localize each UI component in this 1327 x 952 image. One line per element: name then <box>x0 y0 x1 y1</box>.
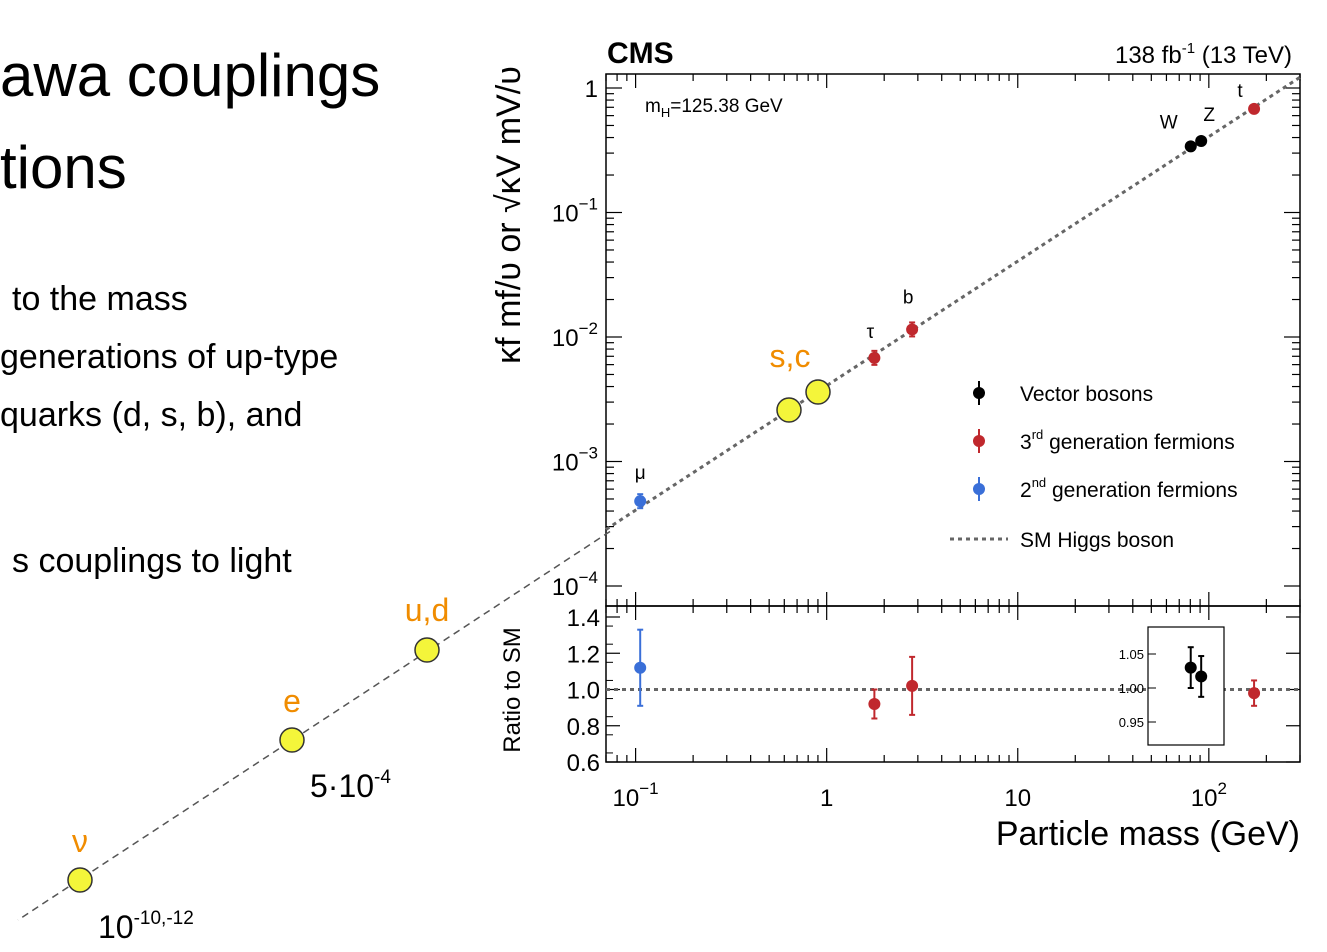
inset-tick-label: 1.05 <box>1119 647 1144 662</box>
data-point-τ <box>868 351 881 364</box>
ratio-tick-label: 0.6 <box>567 750 600 777</box>
legend-entry: 2nd generation fermions <box>1020 475 1238 502</box>
x-tick-label: 10−1 <box>613 779 659 812</box>
y-tick-label: 10−2 <box>552 319 598 352</box>
y-axis-title-text: κf mf/υ or √κV mV/υ <box>490 66 528 364</box>
ud-label: u,d <box>405 592 449 628</box>
x-tick-label: 10 <box>1004 785 1031 812</box>
slide-title-line-1: awa couplings <box>0 42 380 109</box>
y-tick-label: 10−4 <box>552 568 598 601</box>
axis-ticks <box>605 74 1301 763</box>
ratio-point-Z <box>1195 670 1208 683</box>
point-label-Z: Z <box>1203 105 1215 126</box>
experiment-label: CMS <box>607 37 674 70</box>
data-point-μ <box>634 495 647 508</box>
slide-title-line-2: tions <box>0 134 127 201</box>
extrapolation-line <box>17 530 611 921</box>
data-point-t <box>1248 102 1261 115</box>
body-line-4: s couplings to light <box>12 542 292 580</box>
e-value: 5·10-4 <box>310 767 391 804</box>
overlay-markers: s,c u,d e ν 5·10-4 10-10,-12 <box>67 338 831 945</box>
y-tick-label: 1 <box>585 76 598 103</box>
point-labels: W Zτ b t μ <box>635 81 1244 484</box>
data-point-W <box>1184 140 1197 153</box>
ratio-points <box>634 628 1261 720</box>
point-label-μ: μ <box>635 463 646 484</box>
main-plot-frame <box>605 73 1301 607</box>
ratio-tick-label: 1.4 <box>567 605 600 632</box>
ratio-axis-title: Ratio to SM <box>499 627 526 752</box>
e-label: e <box>283 683 301 719</box>
x-axis-title: Particle mass (GeV) <box>996 815 1300 853</box>
point-label-t: t <box>1237 81 1243 102</box>
ratio-point-t <box>1248 687 1261 700</box>
data-point-Z <box>1195 135 1208 148</box>
data-points <box>634 102 1261 510</box>
body-line-1: to the mass <box>12 280 188 318</box>
legend: Vector bosons 3rd generation fermions 2nd … <box>950 381 1238 552</box>
higgs-mass-annotation: mH=125.38 GeV <box>645 96 783 120</box>
ratio-tick-label: 1.0 <box>567 678 600 705</box>
overlay-marker <box>279 727 305 753</box>
y-tick-label: 10−3 <box>552 444 598 477</box>
body-line-3: quarks (d, s, b), and <box>0 396 302 434</box>
ratio-axis-title-text: Ratio to SM <box>499 627 526 752</box>
nu-label: ν <box>72 823 88 859</box>
overlay-marker <box>805 379 831 405</box>
point-label-W: W <box>1160 112 1178 133</box>
inset-tick-label: 0.95 <box>1119 715 1144 730</box>
ratio-point-τ <box>868 698 881 710</box>
ratio-point-b <box>906 679 919 692</box>
nu-value: 10-10,-12 <box>98 908 194 945</box>
legend-entry: Vector bosons <box>1020 383 1153 406</box>
y-tick-label: 10−1 <box>552 195 598 228</box>
ratio-point-W <box>1184 661 1197 674</box>
sm-higgs-line <box>605 76 1301 531</box>
point-label-b: b <box>903 287 914 308</box>
legend-marker <box>973 435 985 447</box>
overlay-marker <box>414 637 440 663</box>
legend-entry: SM Higgs boson <box>1020 529 1174 552</box>
ratio-tick-label: 0.8 <box>567 714 600 741</box>
inset-tick-label: 1.00 <box>1119 681 1144 696</box>
ratio-tick-label: 1.2 <box>567 641 600 668</box>
ratio-point-μ <box>634 661 647 674</box>
overlay-marker <box>67 867 93 893</box>
overlay-marker <box>776 397 802 423</box>
x-tick-label: 102 <box>1191 779 1227 812</box>
data-point-b <box>906 323 919 336</box>
legend-marker <box>973 387 985 399</box>
legend-marker <box>973 483 985 495</box>
body-line-2: generations of up-type <box>0 338 338 376</box>
point-label-τ: τ <box>867 322 875 343</box>
sc-label: s,c <box>770 338 811 374</box>
luminosity-label: 138 fb-1 (13 TeV) <box>1115 40 1292 69</box>
inset-frame <box>1147 626 1225 746</box>
inset-ticks: 1.05 1.00 0.95 <box>1119 647 1156 730</box>
axis-tick-labels: 10−1 1 10 102 1 10−1 10−2 10−3 10−4 0.6 0.8 1.0 1.2 1… <box>552 76 1227 812</box>
ratio-plot-frame <box>605 605 1301 763</box>
x-tick-label: 1 <box>820 785 833 812</box>
legend-entry: 3rd generation fermions <box>1020 427 1235 454</box>
y-axis-title: κf mf/υ or √κV mV/υ <box>490 66 528 364</box>
